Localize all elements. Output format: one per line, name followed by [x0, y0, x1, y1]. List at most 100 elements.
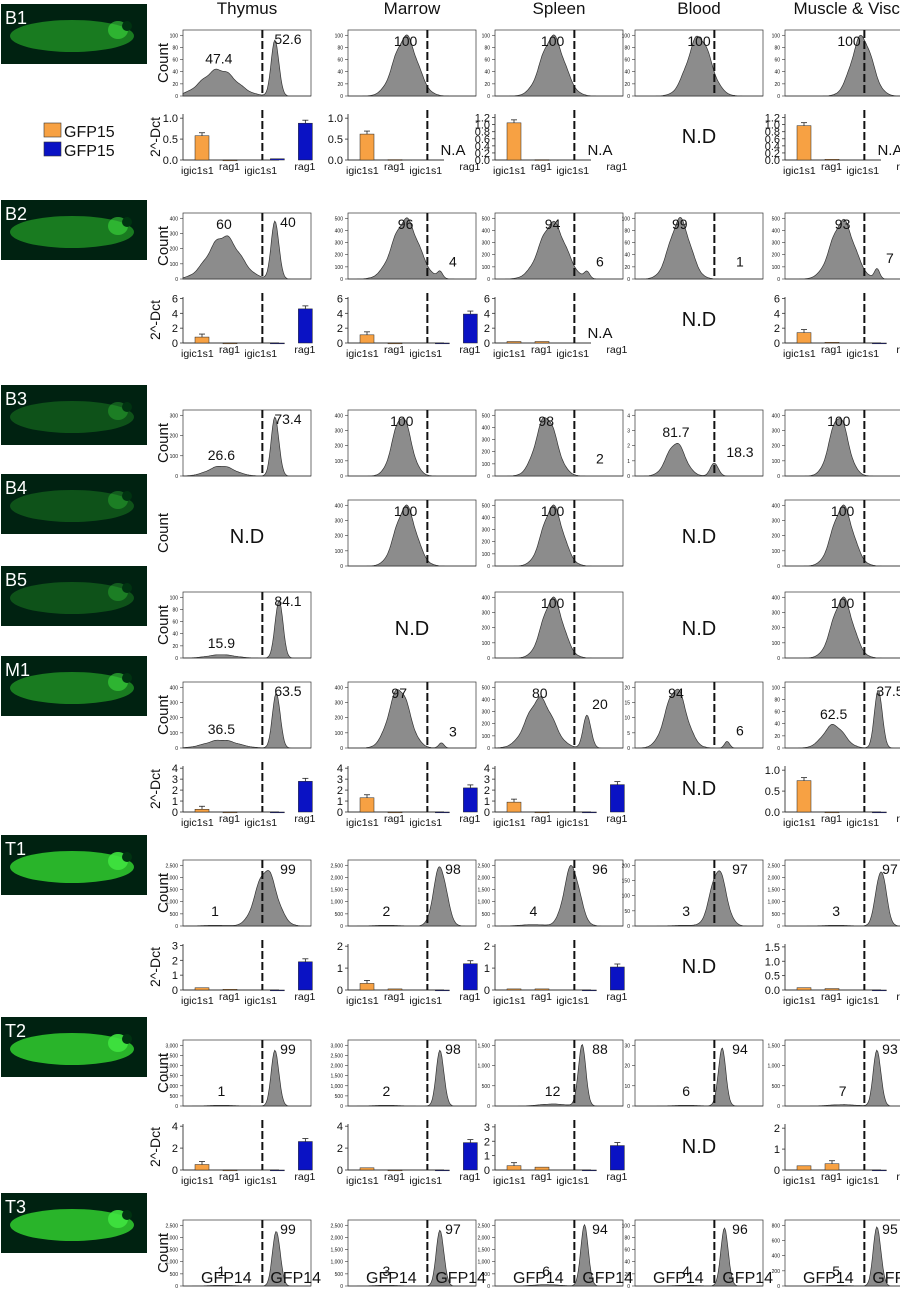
bar-t1-3: N.D	[682, 956, 716, 978]
hist-b1-2-ytick-label: 40	[484, 70, 490, 76]
hist-m1-2-lo-percent: 80	[532, 685, 548, 701]
hist-b1-4-histogram	[785, 34, 900, 97]
hist-m1-3-ytick-label: 0	[627, 746, 630, 752]
hist-t3-1-histogram	[348, 1229, 476, 1287]
hist-t2-4-histogram	[785, 1049, 900, 1107]
bar-t2-1-bar-2	[435, 1169, 450, 1172]
bar-m1-1-ytick-label: 4	[337, 763, 343, 775]
bar-t2-1-bar-1	[387, 1169, 403, 1172]
hist-b1-3-ytick-label: 40	[624, 70, 630, 76]
hist-t3-3-lo-percent: 4	[682, 1263, 690, 1279]
hist-b5-4-ytick-label: 300	[772, 610, 781, 616]
bar-m1-2-ytick-label: 1	[484, 796, 490, 808]
bar-b2-1-bar-2	[435, 342, 450, 345]
bar-b1-2-ytick-label: 0.2	[475, 148, 490, 160]
bar-m1-0-bar-1	[222, 811, 238, 814]
hist-b4-1-ytick-label: 300	[335, 518, 344, 524]
dct-label-m1: 2^-Dct	[147, 769, 163, 809]
hist-b1-4-ytick-label: 0	[777, 94, 780, 100]
hist-b5-4-ytick-label: 0	[777, 656, 780, 662]
hist-b3-0-hi-percent: 73.4	[274, 411, 301, 427]
xaxis-label-gfphi-4: GFP14	[872, 1270, 900, 1287]
hist-b1-3-ytick-label: 0	[627, 94, 630, 100]
bar-b2-2-xlabel-1: rag1	[531, 344, 552, 356]
hist-t3-4-ytick-label: 600	[772, 1238, 781, 1244]
hist-t1-3-ytick-label: 200	[622, 863, 631, 869]
hist-b2-2-ytick-label: 0	[487, 277, 490, 283]
bar-b1-4-xlabel-2: igic1s1	[846, 165, 879, 177]
bar-b2-4-bar-2	[872, 342, 887, 345]
bar-b1-2-xlabel-0: igic1s1	[493, 165, 526, 177]
hist-t1-1-ytick-label: 2,500	[330, 863, 343, 869]
bar-t1-4-xlabel-3: rag1	[896, 991, 900, 1003]
bar-b2-4-ytick-label: 6	[774, 293, 780, 305]
xaxis-label-gfphi-1: GFP14	[435, 1270, 486, 1287]
bar-b2-1-xlabel-0: igic1s1	[346, 348, 379, 360]
hist-t2-4-ytick-label: 1,000	[767, 1064, 780, 1070]
hist-t3-2-histogram	[495, 1223, 623, 1287]
hist-b1-1-ytick-label: 0	[340, 94, 343, 100]
hist-b3-2-ytick-label: 400	[482, 425, 491, 431]
hist-b3-1: 0 100 200 300 400 100	[335, 409, 477, 480]
hist-b5-0: 0 20 40 60 80 100 15.9 84.1	[170, 591, 312, 662]
bar-b2-1-xlabel-3: rag1	[459, 344, 480, 356]
bar-b2-4: 0 2 4 6 igic1s1 rag1 igic1s1 rag1	[774, 293, 900, 360]
bar-t1-0-xlabel-1: rag1	[219, 991, 240, 1003]
hist-b1-3-histogram	[635, 35, 763, 97]
hist-t1-1-lo-percent: 2	[383, 903, 391, 919]
fish-eye	[122, 402, 132, 412]
hist-b2-0-ytick-label: 0	[175, 277, 178, 283]
bar-t1-0-xlabel-3: rag1	[294, 991, 315, 1003]
bar-b1-2-bar-0	[506, 122, 522, 161]
bar-t2-4-bar-1	[824, 1163, 840, 1171]
hist-b2-4-ytick-label: 200	[772, 253, 781, 259]
bar-t1-0-bar-2	[270, 989, 285, 992]
bar-b1-1-ytick-label: 0.5	[328, 134, 343, 146]
hist-b1-4-ytick-label: 40	[774, 70, 780, 76]
bar-b2-2-ytick-label: 4	[484, 308, 490, 320]
count-label-t2: Count	[155, 1052, 172, 1093]
hist-b5-2-histogram	[495, 596, 623, 659]
bar-t2-4-xlabel-2: igic1s1	[846, 1175, 879, 1187]
hist-t2-1-ytick-label: 1,000	[330, 1084, 343, 1090]
hist-m1-3-ytick-label: 10	[624, 716, 630, 722]
bar-t2-2-bar-2	[582, 1169, 597, 1172]
hist-t1-1-ytick-label: 1,000	[330, 900, 343, 906]
bar-t2-1-bar-0	[359, 1167, 375, 1171]
bar-m1-1-ytick-label: 1	[337, 796, 343, 808]
bar-t2-1-ytick-label: 2	[337, 1143, 343, 1155]
hist-b2-4-ytick-label: 100	[772, 265, 781, 271]
bar-m1-2-bar-0	[506, 801, 522, 813]
hist-m1-1-ytick-label: 0	[340, 746, 343, 752]
bar-b1-1-xlabel-3: rag1	[459, 161, 480, 173]
hist-t1-0-ytick-label: 1,000	[165, 900, 178, 906]
hist-t2-4-ytick-label: 0	[777, 1104, 780, 1110]
fish-body	[10, 582, 134, 614]
hist-t3-3: 0 20 40 60 80 100 4 96	[622, 1219, 764, 1290]
bar-t1-4-ytick-label: 1.5	[765, 942, 780, 954]
row-label-t2: T2	[5, 1021, 26, 1041]
bar-t2-4: 0 1 2 igic1s1 rag1 igic1s1 rag1	[774, 1120, 900, 1187]
bar-m1-4-xlabel-2: igic1s1	[846, 817, 879, 829]
hist-b5-4-ytick-label: 100	[772, 641, 781, 647]
bar-t2-4-ytick-label: 2	[774, 1123, 780, 1135]
legend-label-gfphi-sup: 15	[97, 143, 115, 160]
hist-t2-2-ytick-label: 1,500	[477, 1043, 490, 1049]
hist-b5-4-ytick-label: 400	[772, 595, 781, 601]
bar-b1-1-ytick-label: 1.0	[328, 113, 343, 125]
hist-b3-3-lo-percent: 81.7	[662, 424, 689, 440]
bar-t2-4-bar-2	[872, 1169, 887, 1172]
bar-m1-2-ytick-label: 3	[484, 774, 490, 786]
fish-body	[10, 1033, 134, 1065]
hist-b1-2-ytick-label: 0	[487, 94, 490, 100]
hist-b2-2-ytick-label: 400	[482, 228, 491, 234]
hist-t3-4-ytick-label: 200	[772, 1269, 781, 1275]
hist-t2-0-ytick-label: 1,500	[165, 1074, 178, 1080]
bar-t2-2: 0 1 2 3 igic1s1 rag1 igic1s1 rag1	[484, 1120, 628, 1187]
bar-b2-1-bar-3	[463, 313, 478, 344]
hist-b2-3-hi-percent: 1	[736, 253, 744, 269]
hist-t3-2: 0 500 1,000 1,500 2,000 2,500 6 94	[477, 1219, 624, 1290]
bar-m1-2-bar-3	[610, 784, 625, 813]
xaxis-label-gfphi-4-base: GFP	[872, 1270, 900, 1287]
hist-b1-1-ytick-label: 20	[337, 82, 343, 88]
